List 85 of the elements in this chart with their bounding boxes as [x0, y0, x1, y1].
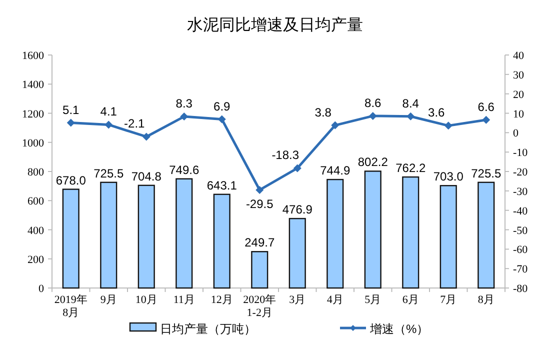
data-label: 6.6: [478, 100, 495, 114]
y2-tick-label: 10: [513, 108, 524, 120]
x-tick-label: 12月: [210, 294, 233, 306]
y2-tick-label: 40: [513, 50, 524, 62]
data-label: 4.1: [100, 104, 118, 119]
bar: [138, 184, 155, 289]
bar: [478, 182, 495, 289]
y-tick-label: 1200: [22, 108, 44, 120]
point: [406, 112, 415, 120]
data-label: 3.8: [314, 105, 332, 120]
data-label: 762.2: [396, 161, 426, 176]
data-label: 725.5: [94, 166, 124, 180]
legend-label: 增速（%）: [369, 322, 429, 336]
x-tick-label: 11月: [173, 294, 195, 306]
data-label: 678.0: [56, 173, 86, 188]
data-label: 802.2: [358, 155, 388, 170]
point: [142, 132, 150, 141]
x-tick-label: 8月: [478, 294, 494, 306]
x-tick-label: 9月: [100, 294, 117, 306]
x-tick-label: 3月: [289, 294, 306, 306]
bar: [213, 194, 230, 289]
y2-tick-label: -50: [513, 224, 528, 237]
y2-tick-label: -70: [513, 264, 528, 276]
point: [368, 112, 377, 120]
y2-tick-label: -40: [513, 205, 528, 218]
data-label: 6.9: [214, 99, 231, 114]
y-tick-label: 1600: [22, 50, 44, 62]
data-label: 749.6: [169, 162, 200, 177]
x-tick-label: 5月: [364, 294, 382, 306]
y-tick-label: 200: [28, 254, 44, 266]
bar: [440, 185, 457, 289]
data-label: 704.8: [131, 169, 162, 184]
y2-tick-label: 30: [513, 69, 524, 82]
x-tick-label: 2019年 8月: [54, 294, 88, 320]
y-tick-label: 0: [38, 283, 44, 295]
bar: [100, 182, 118, 289]
data-label: 744.9: [320, 164, 350, 178]
y2-tick-label: 0: [513, 128, 519, 140]
legend-label: 日均产量（万吨）: [160, 322, 256, 336]
bar: [62, 188, 80, 289]
bar: [364, 170, 382, 289]
point: [331, 121, 340, 130]
x-tick-label: 4月: [326, 294, 344, 306]
data-label: 5.1: [62, 102, 80, 117]
data-label: 8.4: [402, 96, 420, 110]
y2-tick-label: -60: [513, 244, 528, 256]
point: [180, 112, 188, 121]
bar: [402, 176, 420, 289]
point: [293, 164, 302, 172]
y-tick-label: 800: [28, 166, 44, 178]
y2-tick-label: -20: [513, 166, 528, 178]
data-label: 8.6: [364, 96, 382, 110]
data-label: 703.0: [433, 170, 464, 184]
x-tick-label: 2020年 1-2月: [243, 294, 276, 320]
bar: [288, 218, 306, 289]
y2-tick-label: -10: [513, 147, 528, 160]
bar: [176, 178, 193, 289]
bar: [251, 251, 268, 289]
data-label: -2.1: [124, 116, 146, 131]
y-tick-label: 1400: [22, 79, 44, 92]
data-label: 476.9: [282, 202, 313, 217]
point: [444, 122, 452, 130]
x-tick-label: 6月: [402, 294, 419, 306]
data-label: 249.7: [244, 236, 275, 250]
point: [256, 186, 264, 194]
point: [66, 118, 75, 127]
data-label: 643.1: [206, 178, 238, 192]
data-label: -18.3: [272, 148, 300, 162]
data-label: 8.3: [176, 96, 193, 111]
point: [104, 120, 113, 129]
y-tick-label: 400: [28, 224, 44, 237]
y-tick-label: 1000: [22, 137, 44, 150]
bar: [326, 178, 344, 289]
data-label: -29.5: [246, 196, 274, 211]
y2-tick-label: 20: [513, 88, 524, 101]
y-tick-label: 600: [28, 196, 44, 208]
point: [482, 116, 490, 124]
data-label: 725.5: [471, 166, 502, 180]
chart-title: 水泥同比增速及日均产量: [187, 16, 363, 34]
x-tick-label: 7月: [440, 294, 457, 306]
y2-tick-label: -80: [513, 283, 528, 295]
y2-tick-label: -30: [513, 186, 528, 198]
point: [218, 115, 226, 124]
x-tick-label: 10月: [135, 294, 158, 306]
data-label: 3.6: [428, 106, 446, 120]
